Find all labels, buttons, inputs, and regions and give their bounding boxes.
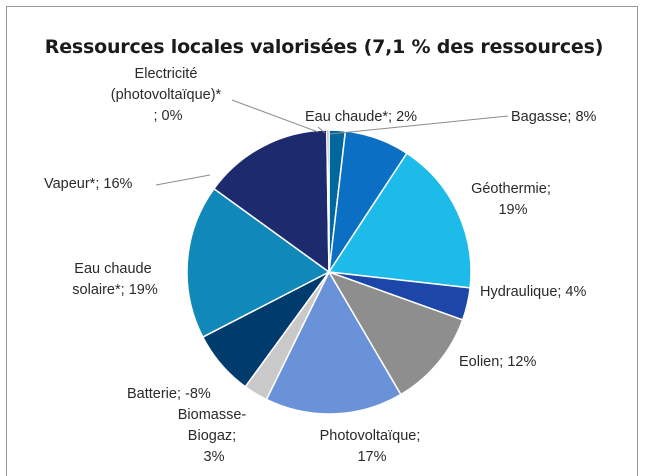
label-hydraulique: Hydraulique; 4%	[480, 284, 586, 300]
label-eolien: Eolien; 12%	[459, 354, 536, 370]
pie-slice	[327, 152, 472, 289]
pie-slice	[326, 129, 330, 273]
label-biomasse: Biomasse- Biogaz; 3%	[178, 407, 251, 465]
pie-slice	[212, 129, 330, 274]
label-vapeur: Vapeur*; 16%	[44, 176, 133, 192]
pie-slice	[327, 270, 464, 396]
leader-line-electricite	[231, 99, 319, 133]
label-electricite: Electricité (photovoltaïque)* ; 0%	[111, 66, 225, 124]
label-photovoltaique: Photovoltaïque; 17%	[320, 428, 425, 465]
label-batterie: Batterie; -8%	[127, 386, 211, 402]
label-bagasse: Bagasse; 8%	[511, 109, 597, 125]
chart-title: Ressources locales valorisées (7,1 % des…	[44, 36, 604, 58]
chart-frame	[6, 6, 638, 476]
pie-slice	[186, 187, 331, 339]
leader-line-vapeur	[155, 174, 211, 186]
leader-line-eau-chaude	[317, 126, 326, 134]
pie-slice	[265, 270, 402, 415]
label-eau-chaude-solaire: Eau chaude solaire*; 19%	[72, 261, 158, 298]
label-geothermie: Géothermie; 19%	[471, 181, 555, 218]
label-eau-chaude: Eau chaude*; 2%	[305, 109, 417, 125]
leader-line-bagasse	[329, 115, 509, 135]
